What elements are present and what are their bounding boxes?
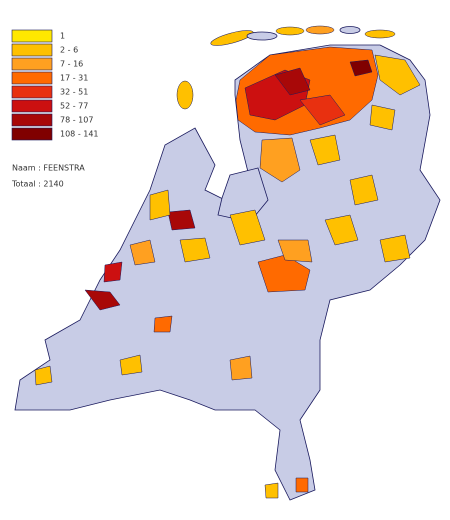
legend-swatch: [11, 57, 53, 71]
region: [149, 189, 171, 221]
region: [299, 94, 346, 126]
region: [129, 239, 156, 266]
region: [349, 59, 373, 77]
region: [229, 209, 266, 246]
region: [309, 134, 341, 166]
island: [305, 25, 335, 35]
legend: 1 2 - 6 7 - 16 17 - 31 32 - 51 52 - 77 78 - 10…: [11, 29, 99, 141]
island: [339, 26, 361, 34]
legend-label: 52 - 77: [60, 102, 88, 111]
region: [84, 289, 121, 311]
region: [369, 104, 396, 131]
region: [379, 234, 411, 263]
region: [119, 354, 143, 376]
name-label: Naam : FEENSTRA: [12, 164, 85, 173]
legend-swatch: [11, 99, 53, 113]
legend-label: 78 - 107: [60, 116, 93, 125]
legend-swatch: [11, 127, 53, 141]
legend-label: 2 - 6: [60, 46, 78, 55]
legend-label: 17 - 31: [60, 74, 88, 83]
region: [295, 477, 309, 493]
map: [14, 25, 441, 501]
legend-swatch: [11, 85, 53, 99]
legend-label: 7 - 16: [60, 60, 83, 69]
region: [324, 214, 359, 246]
region: [153, 315, 173, 333]
island: [275, 26, 305, 36]
legend-swatch: [11, 43, 53, 57]
region: [103, 261, 123, 283]
island: [176, 80, 194, 110]
region: [167, 209, 196, 231]
legend-swatch: [11, 29, 53, 43]
region: [259, 137, 301, 183]
region: [274, 67, 311, 96]
region: [34, 365, 53, 386]
legend-label: 1: [60, 32, 65, 41]
legend-swatch: [11, 71, 53, 85]
region: [277, 239, 313, 263]
region: [349, 174, 379, 206]
legend-label: 108 - 141: [60, 130, 99, 139]
region: [179, 237, 211, 263]
island: [210, 30, 254, 46]
legend-label: 32 - 51: [60, 88, 88, 97]
region: [229, 355, 253, 381]
island: [364, 29, 396, 39]
legend-swatch: [11, 113, 53, 127]
region: [257, 254, 311, 293]
region: [264, 482, 279, 499]
total-label: Totaal : 2140: [11, 180, 64, 189]
region: [374, 54, 421, 96]
island: [246, 31, 278, 41]
